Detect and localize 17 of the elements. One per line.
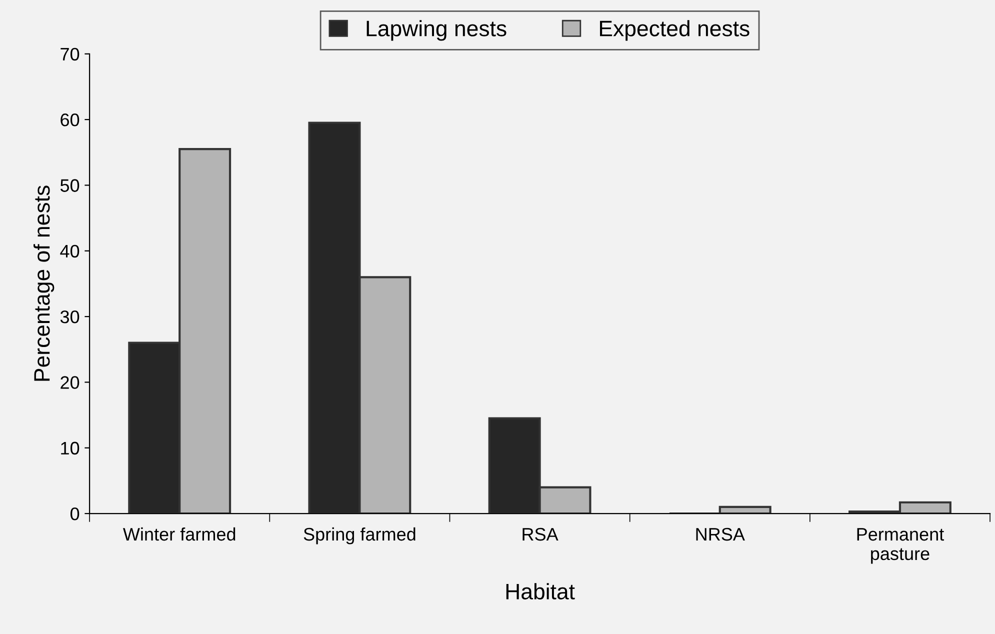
- y-tick-label: 30: [60, 310, 80, 324]
- legend-label: Expected nests: [600, 20, 750, 41]
- x-tick-label: Permanent pasture: [857, 528, 944, 564]
- y-tick-label: 50: [60, 179, 80, 192]
- y-tick-label: 40: [60, 244, 80, 258]
- y-axis-title: Percentage of nests: [34, 186, 54, 381]
- y-tick-label: 20: [60, 376, 80, 389]
- y-tick-label: 70: [60, 48, 80, 61]
- y-tick-label: 10: [61, 442, 80, 455]
- y-tick-label: 0: [70, 507, 80, 520]
- y-tick-label: 60: [60, 113, 80, 126]
- x-tick-label: RSA: [522, 528, 558, 541]
- x-tick-label: Winter farmed: [122, 527, 236, 541]
- x-tick-label: NRSA: [696, 528, 745, 541]
- x-tick-label: Spring farmed: [304, 527, 416, 544]
- x-axis-title: Habitat: [506, 583, 575, 600]
- legend-label: Lapwing nests: [366, 20, 506, 41]
